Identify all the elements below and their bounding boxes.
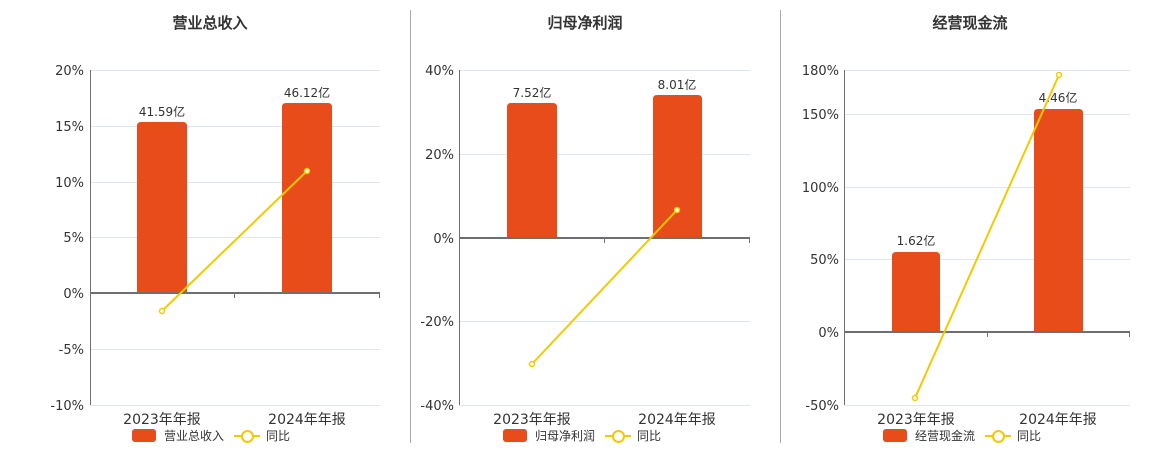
y-tick-label: 150% (802, 108, 839, 123)
x-category-label: 2024年年报 (268, 412, 346, 428)
chart-panel-revenue: 营业总收入 20% 15% 10% 5% 0% -5% -10% 41.59亿 … (0, 0, 410, 450)
y-tick-label: 100% (802, 181, 839, 196)
bar-value-label: 8.01亿 (658, 77, 697, 92)
legend-line-marker-icon[interactable] (234, 429, 261, 443)
y-tick-label: 40% (425, 64, 454, 79)
panel-divider-1 (410, 10, 411, 443)
y-tick-label: 0% (63, 287, 84, 302)
y-tick-label: 0% (818, 326, 839, 341)
y-tick-label: 50% (810, 253, 839, 268)
yoy-point-2023[interactable] (528, 360, 536, 368)
legend-line-marker-icon[interactable] (605, 429, 632, 443)
yoy-point-2024[interactable] (673, 206, 681, 214)
yoy-line (531, 209, 678, 365)
y-tick-label: -5% (59, 343, 84, 358)
legend-line-label[interactable]: 同比 (1017, 429, 1042, 443)
x-category-label: 2024年年报 (638, 412, 716, 428)
legend-line-label[interactable]: 同比 (266, 429, 291, 443)
yoy-point-2024[interactable] (303, 167, 311, 175)
bar-2023[interactable] (137, 122, 187, 293)
y-axis-labels: 40% 20% 0% -20% -40% (420, 64, 454, 414)
legend-line-marker-icon[interactable] (985, 429, 1012, 443)
yoy-line (914, 74, 1060, 399)
legend-bar-swatch-icon[interactable] (503, 429, 527, 442)
bar-2023[interactable] (892, 252, 940, 332)
legend-line-label[interactable]: 同比 (637, 429, 662, 443)
bar-2024[interactable] (653, 95, 702, 238)
bar-value-label: 7.52亿 (513, 85, 552, 100)
y-tick-label: -20% (420, 315, 454, 330)
y-tick-label: 20% (55, 64, 84, 79)
yoy-point-2023[interactable] (911, 394, 919, 402)
chart-plot: 40% 20% 0% -20% -40% 7.52亿 8.01亿 2023年年报… (420, 64, 750, 428)
chart-title: 归母净利润 (547, 14, 623, 32)
grid-lines (90, 70, 380, 406)
y-tick-label: 20% (425, 148, 454, 163)
chart-panel-net-profit: 归母净利润 40% 20% 0% -20% -40% 7.52亿 8.01亿 2… (410, 0, 780, 450)
bar-value-label: 41.59亿 (139, 104, 185, 119)
y-tick-label: -40% (420, 399, 454, 414)
bar-value-label: 46.12亿 (284, 85, 330, 100)
bar-2024[interactable] (282, 103, 332, 293)
chart-legend: 营业总收入 同比 (132, 427, 290, 444)
y-tick-label: -50% (805, 399, 839, 414)
yoy-point-2024[interactable] (1055, 71, 1063, 79)
y-tick-label: 5% (63, 231, 84, 246)
bar-2024[interactable] (1034, 109, 1083, 332)
chart-legend: 经营现金流 同比 (883, 427, 1041, 444)
chart-legend: 归母净利润 同比 (503, 427, 661, 444)
bar-value-label: 1.62亿 (897, 233, 936, 248)
y-tick-label: 15% (55, 120, 84, 135)
x-category-label: 2023年年报 (493, 412, 571, 428)
yoy-point-2023[interactable] (158, 307, 166, 315)
y-tick-label: 0% (433, 232, 454, 247)
y-axis-labels: 180% 150% 100% 50% 0% -50% (802, 64, 839, 414)
chart-title: 经营现金流 (932, 14, 1008, 32)
bar-value-label: 4.46亿 (1039, 90, 1078, 105)
legend-bar-swatch-icon[interactable] (883, 429, 907, 442)
y-axis-labels: 20% 15% 10% 5% 0% -5% -10% (50, 64, 84, 414)
x-category-label: 2023年年报 (877, 412, 955, 428)
x-category-label: 2023年年报 (123, 412, 201, 428)
x-category-label: 2024年年报 (1019, 412, 1097, 428)
legend-bar-label[interactable]: 归母净利润 (535, 429, 596, 443)
chart-panel-operating-cash-flow: 经营现金流 180% 150% 100% 50% 0% -50% 1.62亿 4… (780, 0, 1160, 450)
legend-bar-label[interactable]: 营业总收入 (164, 429, 225, 443)
y-tick-label: 180% (802, 64, 839, 79)
legend-bar-label[interactable]: 经营现金流 (915, 429, 976, 443)
y-tick-label: 10% (55, 176, 84, 191)
panel-divider-2 (780, 10, 781, 443)
legend-bar-swatch-icon[interactable] (132, 429, 156, 442)
y-tick-label: -10% (50, 399, 84, 414)
chart-title: 营业总收入 (172, 14, 248, 32)
chart-plot: 180% 150% 100% 50% 0% -50% 1.62亿 4.46亿 2… (802, 64, 1130, 428)
bar-2023[interactable] (507, 103, 557, 238)
chart-plot: 20% 15% 10% 5% 0% -5% -10% 41.59亿 46.12亿… (50, 64, 380, 428)
yoy-line (161, 170, 308, 312)
